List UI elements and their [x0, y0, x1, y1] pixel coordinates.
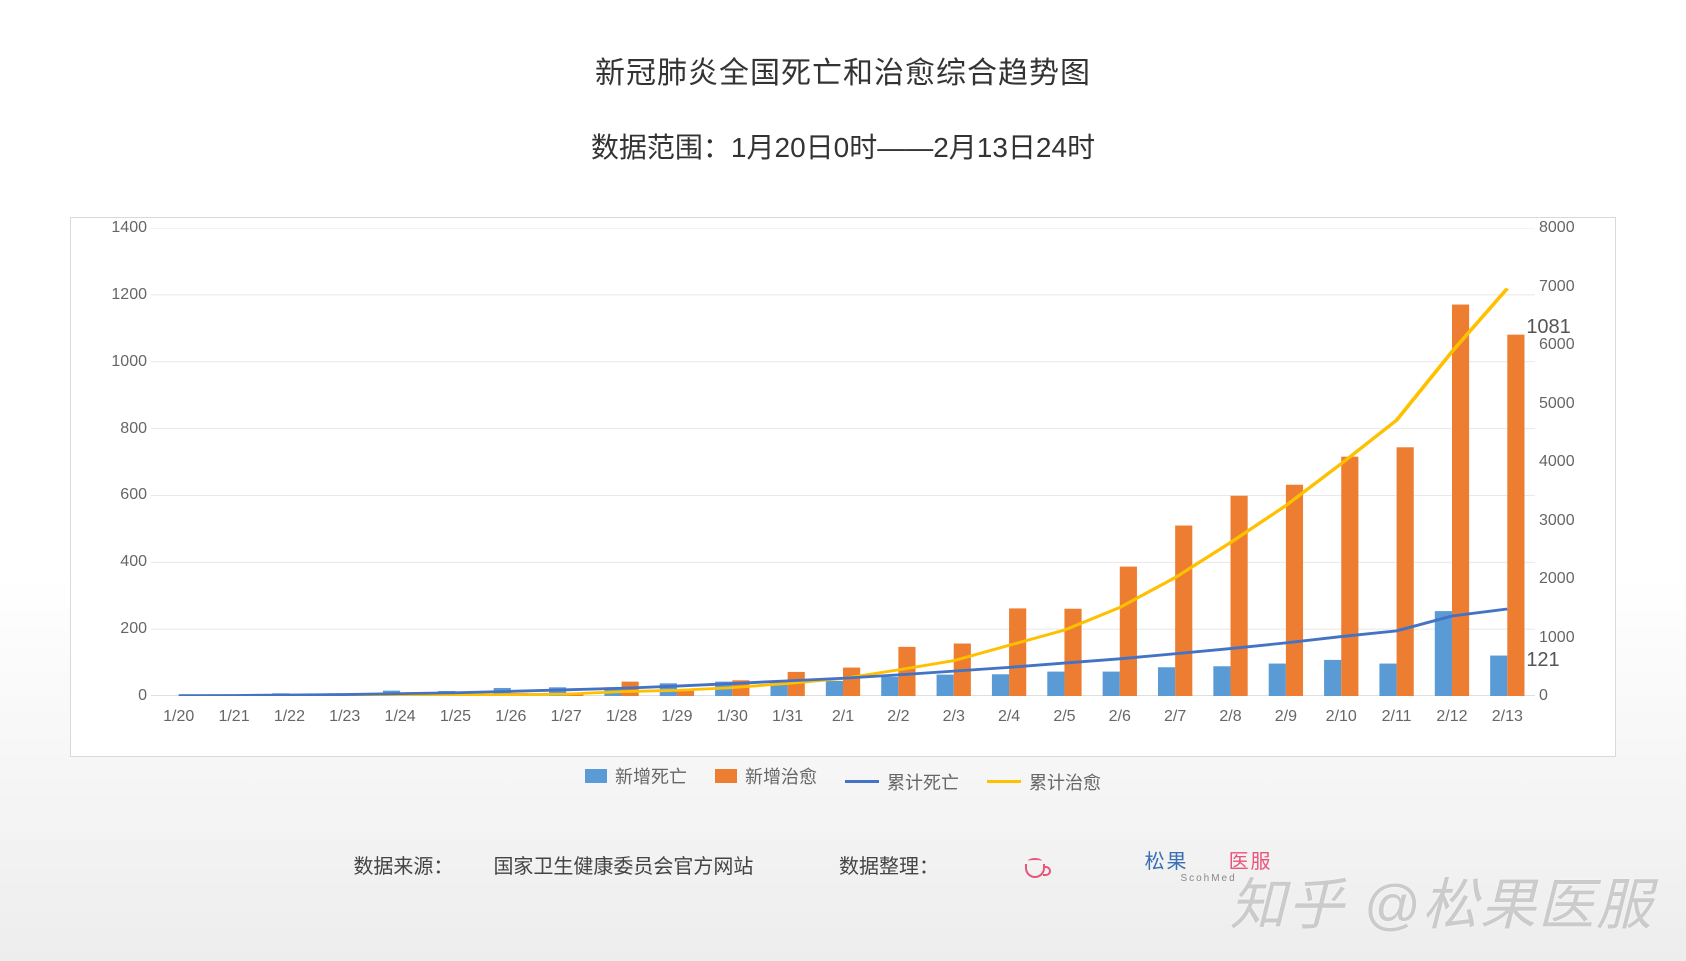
y-right-tick: 3000: [1539, 512, 1609, 530]
x-tick: 2/6: [1109, 708, 1131, 726]
footer: 数据来源：国家卫生健康委员会官方网站 数据整理： 松果医服 ScohMed: [0, 850, 1686, 884]
x-tick: 1/23: [329, 708, 360, 726]
chart-title: 新冠肺炎全国死亡和治愈综合趋势图: [0, 48, 1686, 92]
y-left-tick: 600: [77, 486, 147, 504]
x-tick: 1/28: [606, 708, 637, 726]
x-tick: 1/21: [218, 708, 249, 726]
y-left-tick: 800: [77, 420, 147, 438]
x-tick: 2/13: [1492, 708, 1523, 726]
y-left-tick: 1200: [77, 286, 147, 304]
legend: 新增死亡 新增治愈 累计死亡 累计治愈: [0, 763, 1686, 795]
y-right-tick: 5000: [1539, 395, 1609, 413]
x-tick: 2/9: [1275, 708, 1297, 726]
y-axis-right: 010002000300040005000600070008000: [1539, 228, 1609, 696]
legend-item-cum_cured: 累计治愈: [987, 769, 1101, 795]
x-tick: 2/1: [832, 708, 854, 726]
x-tick: 2/8: [1219, 708, 1241, 726]
y-left-tick: 1400: [77, 219, 147, 237]
source-label: 数据来源：国家卫生健康委员会官方网站: [333, 856, 779, 878]
legend-label: 累计治愈: [1029, 769, 1101, 795]
legend-label: 新增治愈: [745, 763, 817, 789]
x-tick: 2/7: [1164, 708, 1186, 726]
legend-label: 累计死亡: [887, 769, 959, 795]
legend-item-new_cured: 新增治愈: [715, 763, 817, 789]
brand: 松果医服 ScohMed: [985, 851, 1333, 884]
x-tick: 2/2: [887, 708, 909, 726]
x-tick: 1/26: [495, 708, 526, 726]
plot-area: [151, 228, 1535, 696]
legend-item-cum_deaths: 累计死亡: [845, 769, 959, 795]
x-tick: 1/22: [274, 708, 305, 726]
y-left-tick: 200: [77, 620, 147, 638]
brand-text: 松果医服 ScohMed: [1105, 851, 1313, 884]
end-label-new-deaths: 121: [1526, 649, 1559, 672]
x-tick: 2/4: [998, 708, 1020, 726]
x-tick: 2/3: [943, 708, 965, 726]
end-label-new-cured: 1081: [1526, 316, 1571, 339]
page-root: 新冠肺炎全国死亡和治愈综合趋势图 数据范围：1月20日0时——2月13日24时 …: [0, 0, 1686, 961]
x-tick: 1/27: [551, 708, 582, 726]
y-right-tick: 8000: [1539, 219, 1609, 237]
y-right-tick: 7000: [1539, 278, 1609, 296]
legend-swatch: [715, 769, 737, 783]
org-label: 数据整理： 松果医服 ScohMed: [819, 856, 1353, 878]
x-tick: 1/20: [163, 708, 194, 726]
y-axis-left: 0200400600800100012001400: [77, 228, 147, 696]
x-tick: 2/5: [1053, 708, 1075, 726]
legend-swatch: [987, 780, 1021, 783]
title-block: 新冠肺炎全国死亡和治愈综合趋势图 数据范围：1月20日0时——2月13日24时: [0, 0, 1686, 166]
x-tick: 2/10: [1326, 708, 1357, 726]
chart-subtitle: 数据范围：1月20日0时——2月13日24时: [0, 126, 1686, 166]
y-right-tick: 4000: [1539, 453, 1609, 471]
x-tick: 1/30: [717, 708, 748, 726]
x-tick: 2/12: [1436, 708, 1467, 726]
x-tick: 1/31: [772, 708, 803, 726]
legend-item-new_deaths: 新增死亡: [585, 763, 687, 789]
y-left-tick: 400: [77, 553, 147, 571]
x-tick: 1/24: [385, 708, 416, 726]
legend-swatch: [585, 769, 607, 783]
y-right-tick: 0: [1539, 687, 1609, 705]
x-tick: 1/29: [661, 708, 692, 726]
x-axis: 1/20 1/21 1/22 1/23 1/24 1/25 1/26 1/27 1/28 1/29…: [151, 708, 1535, 728]
chart-container: 0 200 400 600 800 1000 1200 1400 0 1000 2000 3000 4…: [70, 217, 1616, 757]
y-left-tick: 0: [77, 687, 147, 705]
legend-label: 新增死亡: [615, 763, 687, 789]
y-right-tick: 2000: [1539, 570, 1609, 588]
x-tick: 1/25: [440, 708, 471, 726]
legend-swatch: [845, 780, 879, 783]
y-left-tick: 1000: [77, 353, 147, 371]
chart-svg: [151, 228, 1535, 696]
brand-logo-icon: [1005, 858, 1065, 878]
y-right-tick: 6000: [1539, 336, 1609, 354]
x-tick: 2/11: [1382, 708, 1412, 726]
y-right-tick: 1000: [1539, 629, 1609, 647]
